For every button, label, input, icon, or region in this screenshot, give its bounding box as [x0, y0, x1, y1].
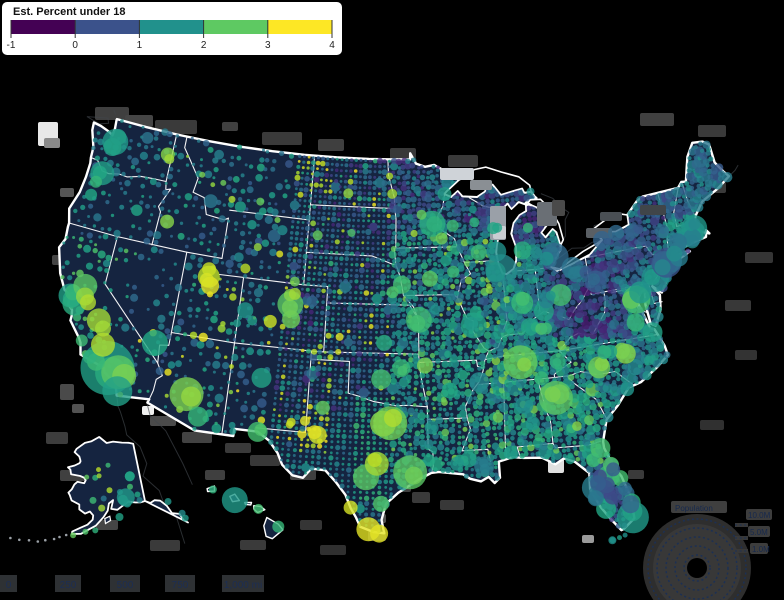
svg-text:500: 500	[117, 580, 134, 591]
svg-text:3: 3	[265, 40, 271, 51]
svg-text:10.0M: 10.0M	[748, 511, 771, 520]
svg-text:250: 250	[60, 580, 77, 591]
svg-text:Est. Percent under 18: Est. Percent under 18	[13, 6, 126, 18]
svg-text:1: 1	[137, 40, 143, 51]
svg-text:1,000 mi: 1,000 mi	[224, 580, 262, 591]
svg-text:2: 2	[201, 40, 207, 51]
svg-text:750: 750	[172, 580, 189, 591]
svg-text:0: 0	[72, 40, 78, 51]
svg-text:1.0M: 1.0M	[752, 545, 770, 554]
svg-text:4: 4	[329, 40, 335, 51]
svg-text:0: 0	[6, 580, 12, 591]
svg-text:-1: -1	[7, 40, 16, 51]
svg-text:5.0M: 5.0M	[750, 528, 768, 537]
svg-text:Population: Population	[675, 504, 713, 513]
